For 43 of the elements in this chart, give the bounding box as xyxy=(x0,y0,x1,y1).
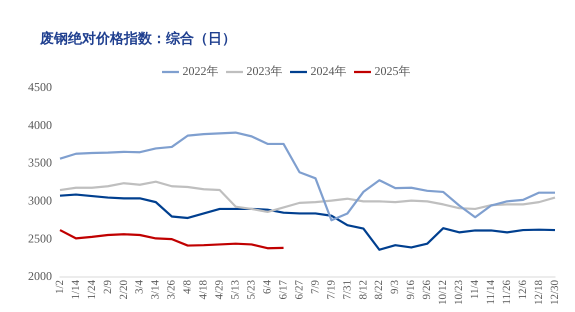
x-tick-label: 2/20 xyxy=(118,279,130,300)
x-tick-label: 6/27 xyxy=(293,279,306,300)
legend-label: 2023年 xyxy=(246,64,282,78)
x-tick-label: 12/18 xyxy=(532,279,545,306)
x-tick-label: 1/24 xyxy=(86,279,98,300)
x-tick-label: 7/19 xyxy=(325,279,338,300)
x-tick-label: 1/2 xyxy=(54,280,66,294)
x-tick-label: 11/26 xyxy=(500,279,513,305)
x-tick-label: 12/30 xyxy=(548,279,561,306)
x-tick-label: 4/29 xyxy=(214,279,226,300)
legend-label: 2024年 xyxy=(310,64,346,78)
legend-label: 2022年 xyxy=(182,64,218,78)
x-tick-label: 2/9 xyxy=(102,279,114,294)
x-tick-label: 1/14 xyxy=(70,279,82,300)
x-tick-label: 3/26 xyxy=(166,279,178,300)
x-tick-label: 3/14 xyxy=(150,279,162,300)
y-tick-label: 4500 xyxy=(28,80,52,94)
x-tick-label: 8/12 xyxy=(357,280,370,300)
x-tick-label: 5/13 xyxy=(230,279,242,300)
x-tick-label: 11/4 xyxy=(469,279,482,300)
x-tick-label: 12/6 xyxy=(516,279,529,300)
y-tick-label: 3500 xyxy=(28,156,52,170)
x-tick-label: 10/23 xyxy=(453,279,466,306)
y-tick-label: 2000 xyxy=(28,269,52,284)
x-tick-label: 9/16 xyxy=(405,279,418,300)
x-tick-label: 7/31 xyxy=(341,280,354,300)
x-tick-label: 9/3 xyxy=(389,279,402,294)
x-tick-label: 5/23 xyxy=(246,279,258,300)
x-tick-label: 11/14 xyxy=(485,279,498,305)
x-tick-label: 4/18 xyxy=(198,279,210,300)
x-tick-label: 6/17 xyxy=(277,279,290,300)
x-tick-label: 3/4 xyxy=(134,279,146,294)
legend-label: 2025年 xyxy=(374,64,410,78)
x-tick-label: 4/8 xyxy=(182,279,194,294)
y-tick-label: 2500 xyxy=(28,231,52,246)
x-tick-label: 7/9 xyxy=(309,279,322,294)
y-tick-label: 4000 xyxy=(28,118,52,132)
x-tick-label: 9/26 xyxy=(421,279,434,300)
x-tick-label: 6/4 xyxy=(261,279,274,294)
y-tick-label: 3000 xyxy=(28,194,52,208)
chart-title: 废钢绝对价格指数：综合（日） xyxy=(40,30,236,48)
x-tick-label: 10/12 xyxy=(437,280,450,306)
x-tick-label: 8/22 xyxy=(373,280,386,300)
